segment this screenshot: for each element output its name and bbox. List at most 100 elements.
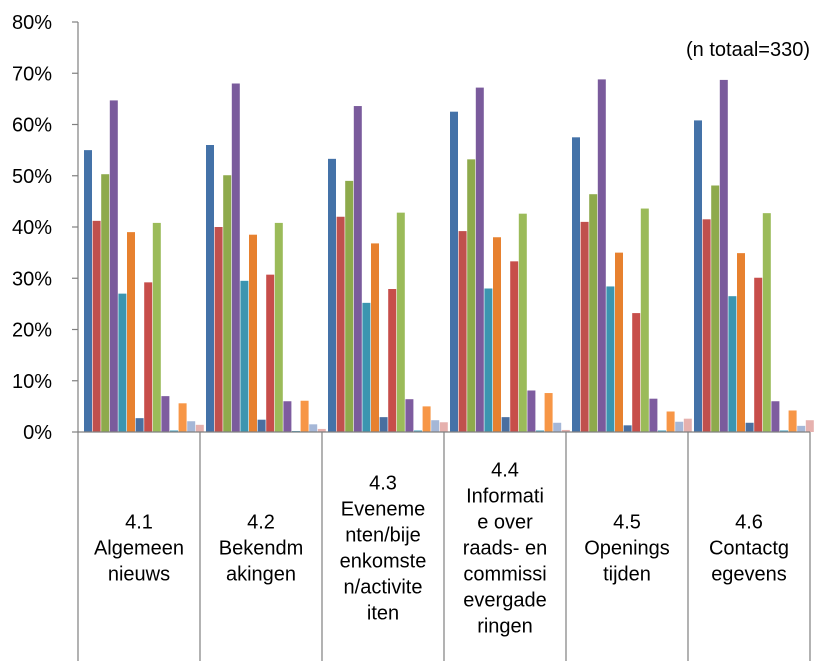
bar-series-6-cat-4 <box>493 237 501 432</box>
category-label-line: raads- en <box>463 538 548 560</box>
bar-series-3-cat-6 <box>711 185 720 432</box>
bar-series-7-cat-5 <box>623 425 632 432</box>
y-tick-labels: 0% 10% 20% 30% 40% 50% 60% 70% 80% <box>12 12 52 444</box>
category-label-2: 4.2 Bekendm akingen <box>219 512 304 586</box>
bar-series-9-cat-6 <box>762 213 771 432</box>
category-label-line: Eveneme <box>341 499 426 521</box>
bar-series-3-cat-4 <box>467 159 476 432</box>
bar-series-9-cat-3 <box>396 212 405 432</box>
y-tick-label: 70% <box>12 63 52 85</box>
category-label-line: 4.5 <box>613 512 641 534</box>
bar-series-2-cat-3 <box>336 216 345 432</box>
bar-series-11-cat-6 <box>780 430 788 432</box>
bar-series-10-cat-6 <box>771 401 780 432</box>
bar-series-6-cat-5 <box>615 252 623 433</box>
bar-series-12-cat-6 <box>788 410 797 432</box>
category-label-line: Algemeen <box>94 538 184 560</box>
bar-series-12-cat-5 <box>666 411 675 432</box>
bar-series-10-cat-1 <box>161 396 170 433</box>
bar-series-7-cat-2 <box>257 419 266 432</box>
bar-series-2-cat-5 <box>580 221 589 432</box>
bar-series-11-cat-5 <box>658 430 666 432</box>
category-label-line: Openings <box>584 538 670 560</box>
category-labels: 4.1 Algemeen nieuws 4.2 Bekendm akingen 4.3 Eve… <box>94 460 789 638</box>
bars-layer <box>84 79 814 433</box>
bar-series-6-cat-1 <box>127 232 135 433</box>
bar-series-4-cat-5 <box>597 79 606 433</box>
bar-series-5-cat-3 <box>362 302 371 432</box>
bar-series-4-cat-6 <box>719 79 728 432</box>
category-label-4: 4.4 Informati e over raads- en commissi everg… <box>463 460 548 638</box>
bar-series-14-cat-6 <box>805 420 814 432</box>
category-label-line: nten/bije <box>345 525 421 547</box>
bar-series-8-cat-4 <box>510 261 519 432</box>
axis-layer <box>72 21 811 661</box>
bar-series-2-cat-6 <box>702 219 711 432</box>
bar-series-13-cat-6 <box>797 425 806 432</box>
bar-series-3-cat-2 <box>223 175 232 433</box>
bar-series-7-cat-3 <box>379 417 388 432</box>
bar-series-3-cat-1 <box>101 174 110 432</box>
category-label-line: Informati <box>466 486 544 508</box>
category-label-1: 4.1 Algemeen nieuws <box>94 512 184 586</box>
bar-series-8-cat-5 <box>632 313 641 432</box>
bar-series-12-cat-3 <box>422 406 431 433</box>
bar-series-2-cat-2 <box>214 227 223 432</box>
category-label-line: enkomste <box>340 551 427 573</box>
y-tick-label: 20% <box>12 320 52 342</box>
bar-series-4-cat-2 <box>231 83 240 432</box>
category-label-line: 4.6 <box>735 512 763 534</box>
bar-series-5-cat-2 <box>240 280 249 432</box>
bar-series-10-cat-5 <box>649 398 658 432</box>
bar-series-7-cat-6 <box>745 422 754 432</box>
bar-series-6-cat-6 <box>737 253 745 432</box>
category-label-line: ringen <box>477 616 533 638</box>
bar-series-6-cat-2 <box>249 234 257 432</box>
bar-series-1-cat-2 <box>206 145 214 432</box>
bar-series-11-cat-3 <box>414 430 422 432</box>
bar-series-11-cat-1 <box>170 430 178 432</box>
bar-series-4-cat-1 <box>109 100 118 432</box>
y-tick-label: 30% <box>12 268 52 290</box>
bar-series-11-cat-4 <box>536 430 544 432</box>
category-label-5: 4.5 Openings tijden <box>584 512 670 586</box>
y-tick-label: 60% <box>12 115 52 137</box>
category-label-line: 4.4 <box>491 460 519 482</box>
bar-series-8-cat-3 <box>388 289 397 432</box>
category-label-line: iten <box>367 603 399 625</box>
category-label-line: e over <box>477 512 533 534</box>
category-label-line: Contactg <box>709 538 789 560</box>
bar-series-1-cat-5 <box>572 137 580 432</box>
bar-series-14-cat-2 <box>317 428 326 432</box>
bar-series-9-cat-2 <box>274 222 283 432</box>
bar-series-13-cat-5 <box>675 421 684 432</box>
y-tick-label: 0% <box>23 422 52 444</box>
bar-series-13-cat-1 <box>187 421 196 432</box>
category-label-line: n/activite <box>344 577 423 599</box>
y-tick-label: 10% <box>12 371 52 393</box>
category-label-line: nieuws <box>108 564 170 586</box>
bar-series-2-cat-4 <box>458 231 467 432</box>
category-label-6: 4.6 Contactg egevens <box>709 512 789 586</box>
bar-series-5-cat-4 <box>484 288 493 432</box>
sample-size-note: (n totaal=330) <box>686 39 810 61</box>
bar-series-12-cat-4 <box>544 393 553 432</box>
category-label-line: Bekendm <box>219 538 304 560</box>
bar-series-8-cat-2 <box>266 274 275 432</box>
bar-series-8-cat-6 <box>754 277 763 432</box>
bar-series-10-cat-2 <box>283 401 292 432</box>
bar-series-10-cat-4 <box>527 390 536 432</box>
bar-series-5-cat-6 <box>728 296 737 432</box>
bar-series-9-cat-1 <box>152 222 161 432</box>
category-label-line: evergade <box>463 590 546 612</box>
bar-series-12-cat-2 <box>300 400 309 432</box>
bar-series-1-cat-4 <box>450 111 458 432</box>
bar-series-7-cat-1 <box>135 418 144 432</box>
category-label-line: 4.1 <box>125 512 153 534</box>
bar-series-4-cat-3 <box>353 106 362 433</box>
bar-series-14-cat-4 <box>561 429 570 432</box>
bar-series-4-cat-4 <box>475 87 484 432</box>
bar-series-13-cat-4 <box>553 422 562 432</box>
category-label-line: 4.2 <box>247 512 275 534</box>
